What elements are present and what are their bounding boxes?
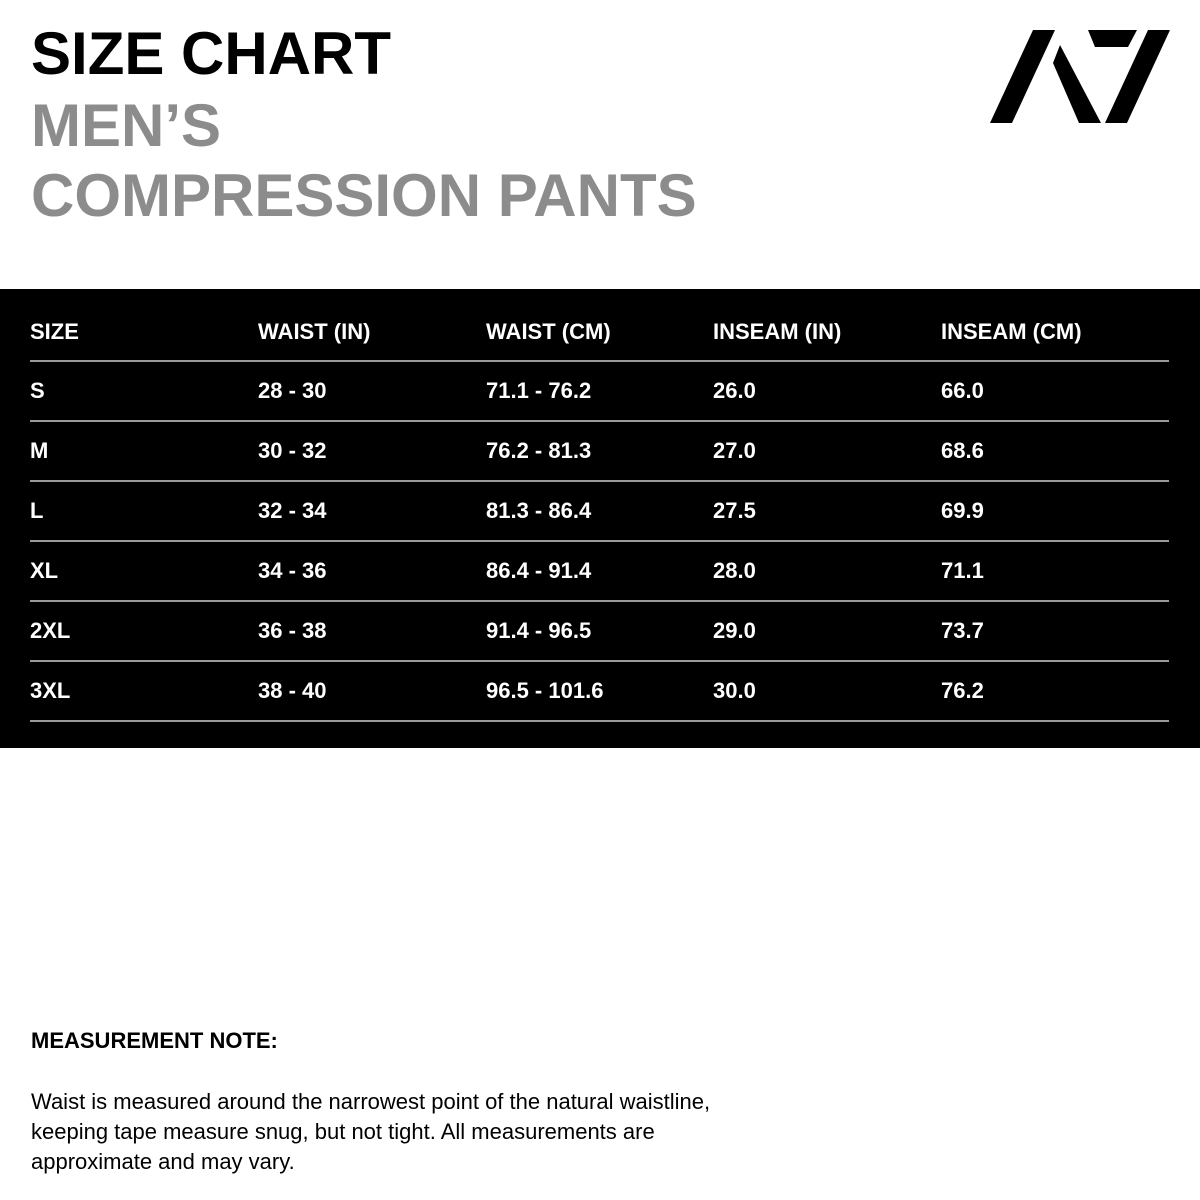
table-cell: 34 - 36 [258,558,327,583]
table-row: S 28 - 30 71.1 - 76.2 26.0 66.0 [30,361,1169,422]
table-cell: L [30,498,44,523]
table-cell: 96.5 - 101.6 [486,678,604,703]
table-row: 2XL 36 - 38 91.4 - 96.5 29.0 73.7 [30,601,1169,662]
table-header: SIZE WAIST (IN) WAIST (CM) INSEAM (IN) INSEA… [30,301,1169,362]
table-cell: 3XL [30,678,71,703]
table-cell: 38 - 40 [258,678,327,703]
table-cell: 71.1 [941,558,984,583]
note-text: Waist is measured around the narrowest p… [31,1089,711,1174]
table-cell: 66.0 [941,378,984,403]
table-cell: 68.6 [941,438,984,463]
table-cell: 32 - 34 [258,498,327,523]
table-cell: 2XL [30,618,71,643]
table-cell: 28 - 30 [258,378,327,403]
table-cell: S [30,378,45,403]
table-row: M 30 - 32 76.2 - 81.3 27.0 68.6 [30,421,1169,482]
table-cell: 69.9 [941,498,984,523]
column-header: INSEAM (IN) [713,319,842,344]
table-cell: 76.2 - 81.3 [486,438,592,463]
table-cell: 73.7 [941,618,984,643]
table-cell: 29.0 [713,618,756,643]
table-cell: 26.0 [713,378,756,403]
column-header: SIZE [30,319,79,344]
table-cell: 71.1 - 76.2 [486,378,592,403]
column-header: WAIST (CM) [486,319,611,344]
table-cell: 28.0 [713,558,756,583]
table-cell: 30.0 [713,678,756,703]
note-heading: MEASUREMENT NOTE: [31,1028,278,1053]
table-cell: 27.0 [713,438,756,463]
table-row: L 32 - 34 81.3 - 86.4 27.5 69.9 [30,481,1169,542]
table-cell: 30 - 32 [258,438,327,463]
subtitle-line2: COMPRESSION PANTS [31,162,697,229]
table-cell: XL [30,558,59,583]
table-cell: 86.4 - 91.4 [486,558,592,583]
column-header: INSEAM (CM) [941,319,1082,344]
page-title: SIZE CHART [31,20,391,87]
table-cell: 76.2 [941,678,984,703]
table-row: 3XL 38 - 40 96.5 - 101.6 30.0 76.2 [30,661,1169,722]
table-row: XL 34 - 36 86.4 - 91.4 28.0 71.1 [30,541,1169,602]
subtitle-line1: MEN’S [31,92,222,159]
table-cell: 27.5 [713,498,756,523]
table-cell: 36 - 38 [258,618,327,643]
table-cell: 91.4 - 96.5 [486,618,592,643]
table-cell: 81.3 - 86.4 [486,498,592,523]
size-table: SIZE WAIST (IN) WAIST (CM) INSEAM (IN) INSEA… [0,289,1200,748]
column-header: WAIST (IN) [258,319,371,344]
a7-logo-icon [990,30,1170,123]
table-cell: M [30,438,49,463]
